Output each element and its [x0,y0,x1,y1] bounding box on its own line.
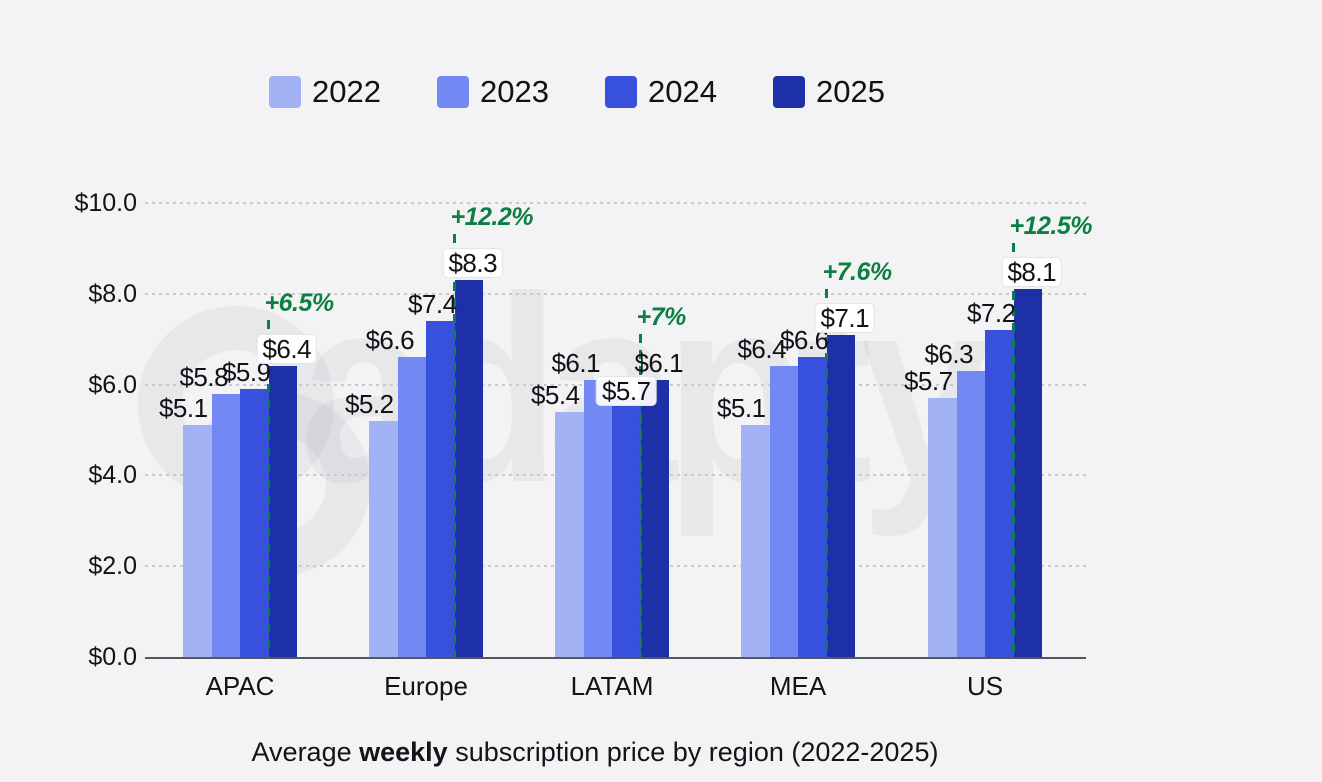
bar-europe-2022[interactable] [369,420,398,657]
x-axis-label-europe: Europe [384,671,468,701]
bar-mea-2022[interactable] [741,425,770,657]
legend-label-2024: 2024 [648,74,717,109]
growth-dashed-line-latam [639,334,642,657]
bar-us-2025[interactable] [1013,289,1042,657]
bar-apac-2023[interactable] [211,393,240,657]
bar-latam-2023[interactable] [583,380,612,657]
value-label-mea-2023: $6.4 [737,334,787,365]
bar-europe-2023[interactable] [397,357,426,657]
value-label-europe-2022: $5.2 [344,388,394,419]
growth-dashed-line-us [1012,243,1015,657]
growth-dashed-line-mea [825,288,828,657]
value-label-us-2024: $7.2 [966,298,1016,329]
y-axis-tick: $4.0 [88,461,137,490]
value-label-apac-2022: $5.1 [158,393,208,424]
gridline [145,202,1086,204]
x-axis-line [145,657,1086,659]
chart-title: Average weekly subscription price by reg… [145,736,1045,768]
bar-mea-2023[interactable] [769,366,798,657]
chart-title-bold-word: weekly [359,737,448,767]
value-label-latam-2025: $6.1 [634,348,684,379]
y-axis-tick: $10.0 [74,189,137,217]
legend-item-2024[interactable]: 2024 [605,76,773,108]
legend-swatch-2025 [773,76,805,108]
value-label-europe-2023: $6.6 [365,325,415,356]
bar-latam-2022[interactable] [555,411,584,657]
bar-apac-2024[interactable] [240,389,269,657]
growth-label-us: +12.5% [1009,212,1093,241]
value-label-latam-2024: $5.7 [595,376,657,407]
bar-us-2023[interactable] [956,370,985,657]
value-label-mea-2022: $5.1 [716,393,766,424]
value-label-apac-2023: $5.8 [179,361,229,392]
value-label-us-2023: $6.3 [924,338,974,369]
growth-label-europe: +12.2% [450,203,534,232]
plot-area: +6.5% $5.1 $5.8 $5.9 $6.4 APAC +12.2% $5.2 $6.6 $… [145,202,1092,701]
legend-item-2022[interactable]: 2022 [269,76,437,108]
legend-item-2025[interactable]: 2025 [773,76,941,108]
value-label-mea-2025: $7.1 [814,302,876,333]
legend-label-2022: 2022 [312,74,381,109]
x-axis-label-mea: MEA [769,671,827,701]
bar-apac-2022[interactable] [183,425,212,657]
bar-latam-2025[interactable] [640,380,669,657]
value-label-us-2022: $5.7 [903,366,953,397]
legend: 2022 2023 2024 2025 [269,76,941,108]
bar-latam-2024[interactable] [612,398,641,657]
growth-label-mea: +7.6% [822,257,893,286]
bar-europe-2025[interactable] [454,280,483,657]
bar-us-2024[interactable] [985,330,1014,657]
growth-label-apac: +6.5% [264,289,335,318]
value-label-latam-2022: $5.4 [530,379,580,410]
value-label-apac-2025: $6.4 [256,334,318,365]
legend-label-2023: 2023 [480,74,549,109]
x-axis-label-us: US [966,671,1004,701]
value-label-latam-2023: $6.1 [551,348,601,379]
bar-mea-2025[interactable] [826,334,855,657]
growth-dashed-line-apac [267,320,270,657]
bar-us-2022[interactable] [928,398,957,657]
legend-swatch-2022 [269,76,301,108]
x-axis-label-apac: APAC [205,671,275,701]
gridline [145,292,1086,295]
chart-title-prefix: Average [251,737,360,767]
bar-europe-2024[interactable] [426,321,455,657]
growth-dashed-line-europe [453,234,456,657]
y-axis-tick: $8.0 [88,279,137,308]
y-axis-tick: $6.0 [88,370,137,399]
x-axis-label-latam: LATAM [570,671,654,701]
legend-label-2025: 2025 [816,74,885,109]
legend-swatch-2023 [437,76,469,108]
value-label-europe-2025: $8.3 [442,248,504,279]
y-axis-tick: $0.0 [88,643,137,671]
growth-label-latam: +7% [636,303,687,332]
value-label-europe-2024: $7.4 [407,289,457,320]
legend-swatch-2024 [605,76,637,108]
chart-title-suffix: subscription price by region (2022-2025) [447,737,939,767]
bar-mea-2024[interactable] [798,357,827,657]
legend-item-2023[interactable]: 2023 [437,76,605,108]
value-label-us-2025: $8.1 [1001,257,1063,288]
y-axis-tick: $2.0 [88,552,137,581]
bar-apac-2025[interactable] [268,366,297,657]
